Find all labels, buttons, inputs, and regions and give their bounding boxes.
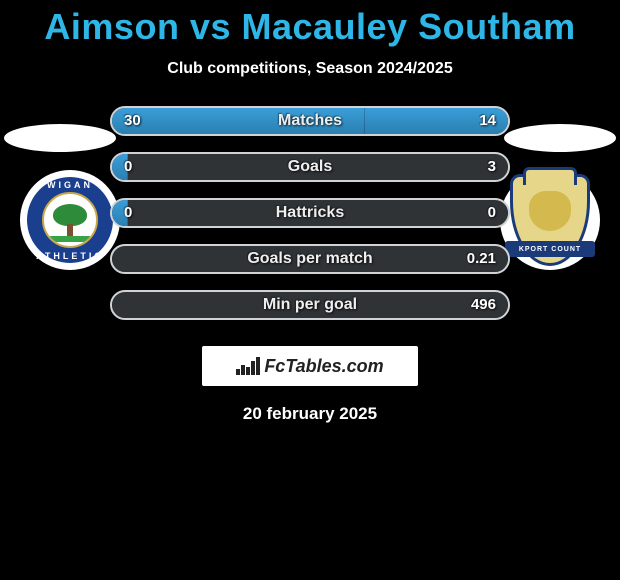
- stat-label: Goals: [112, 154, 508, 180]
- comparison-card: Aimson vs Macauley Southam Club competit…: [0, 0, 620, 580]
- stat-row: 00Hattricks: [0, 198, 620, 228]
- subtitle: Club competitions, Season 2024/2025: [0, 60, 620, 78]
- page-title: Aimson vs Macauley Southam: [0, 6, 620, 48]
- stat-label: Matches: [112, 108, 508, 134]
- brand-text: FcTables.com: [264, 356, 383, 377]
- date-text: 20 february 2025: [0, 404, 620, 424]
- stat-pill: 00Hattricks: [110, 198, 510, 228]
- stat-label: Hattricks: [112, 200, 508, 226]
- brand-logo: FcTables.com: [202, 346, 418, 386]
- stat-pill: 3014Matches: [110, 106, 510, 136]
- bars-icon: [236, 357, 258, 375]
- stat-row: 0.21Goals per match: [0, 244, 620, 274]
- stat-row: 3014Matches: [0, 106, 620, 136]
- stat-pill: 496Min per goal: [110, 290, 510, 320]
- stat-row: 03Goals: [0, 152, 620, 182]
- stat-row: 496Min per goal: [0, 290, 620, 320]
- stat-pill: 0.21Goals per match: [110, 244, 510, 274]
- stat-pill: 03Goals: [110, 152, 510, 182]
- stat-label: Min per goal: [112, 292, 508, 318]
- stat-label: Goals per match: [112, 246, 508, 272]
